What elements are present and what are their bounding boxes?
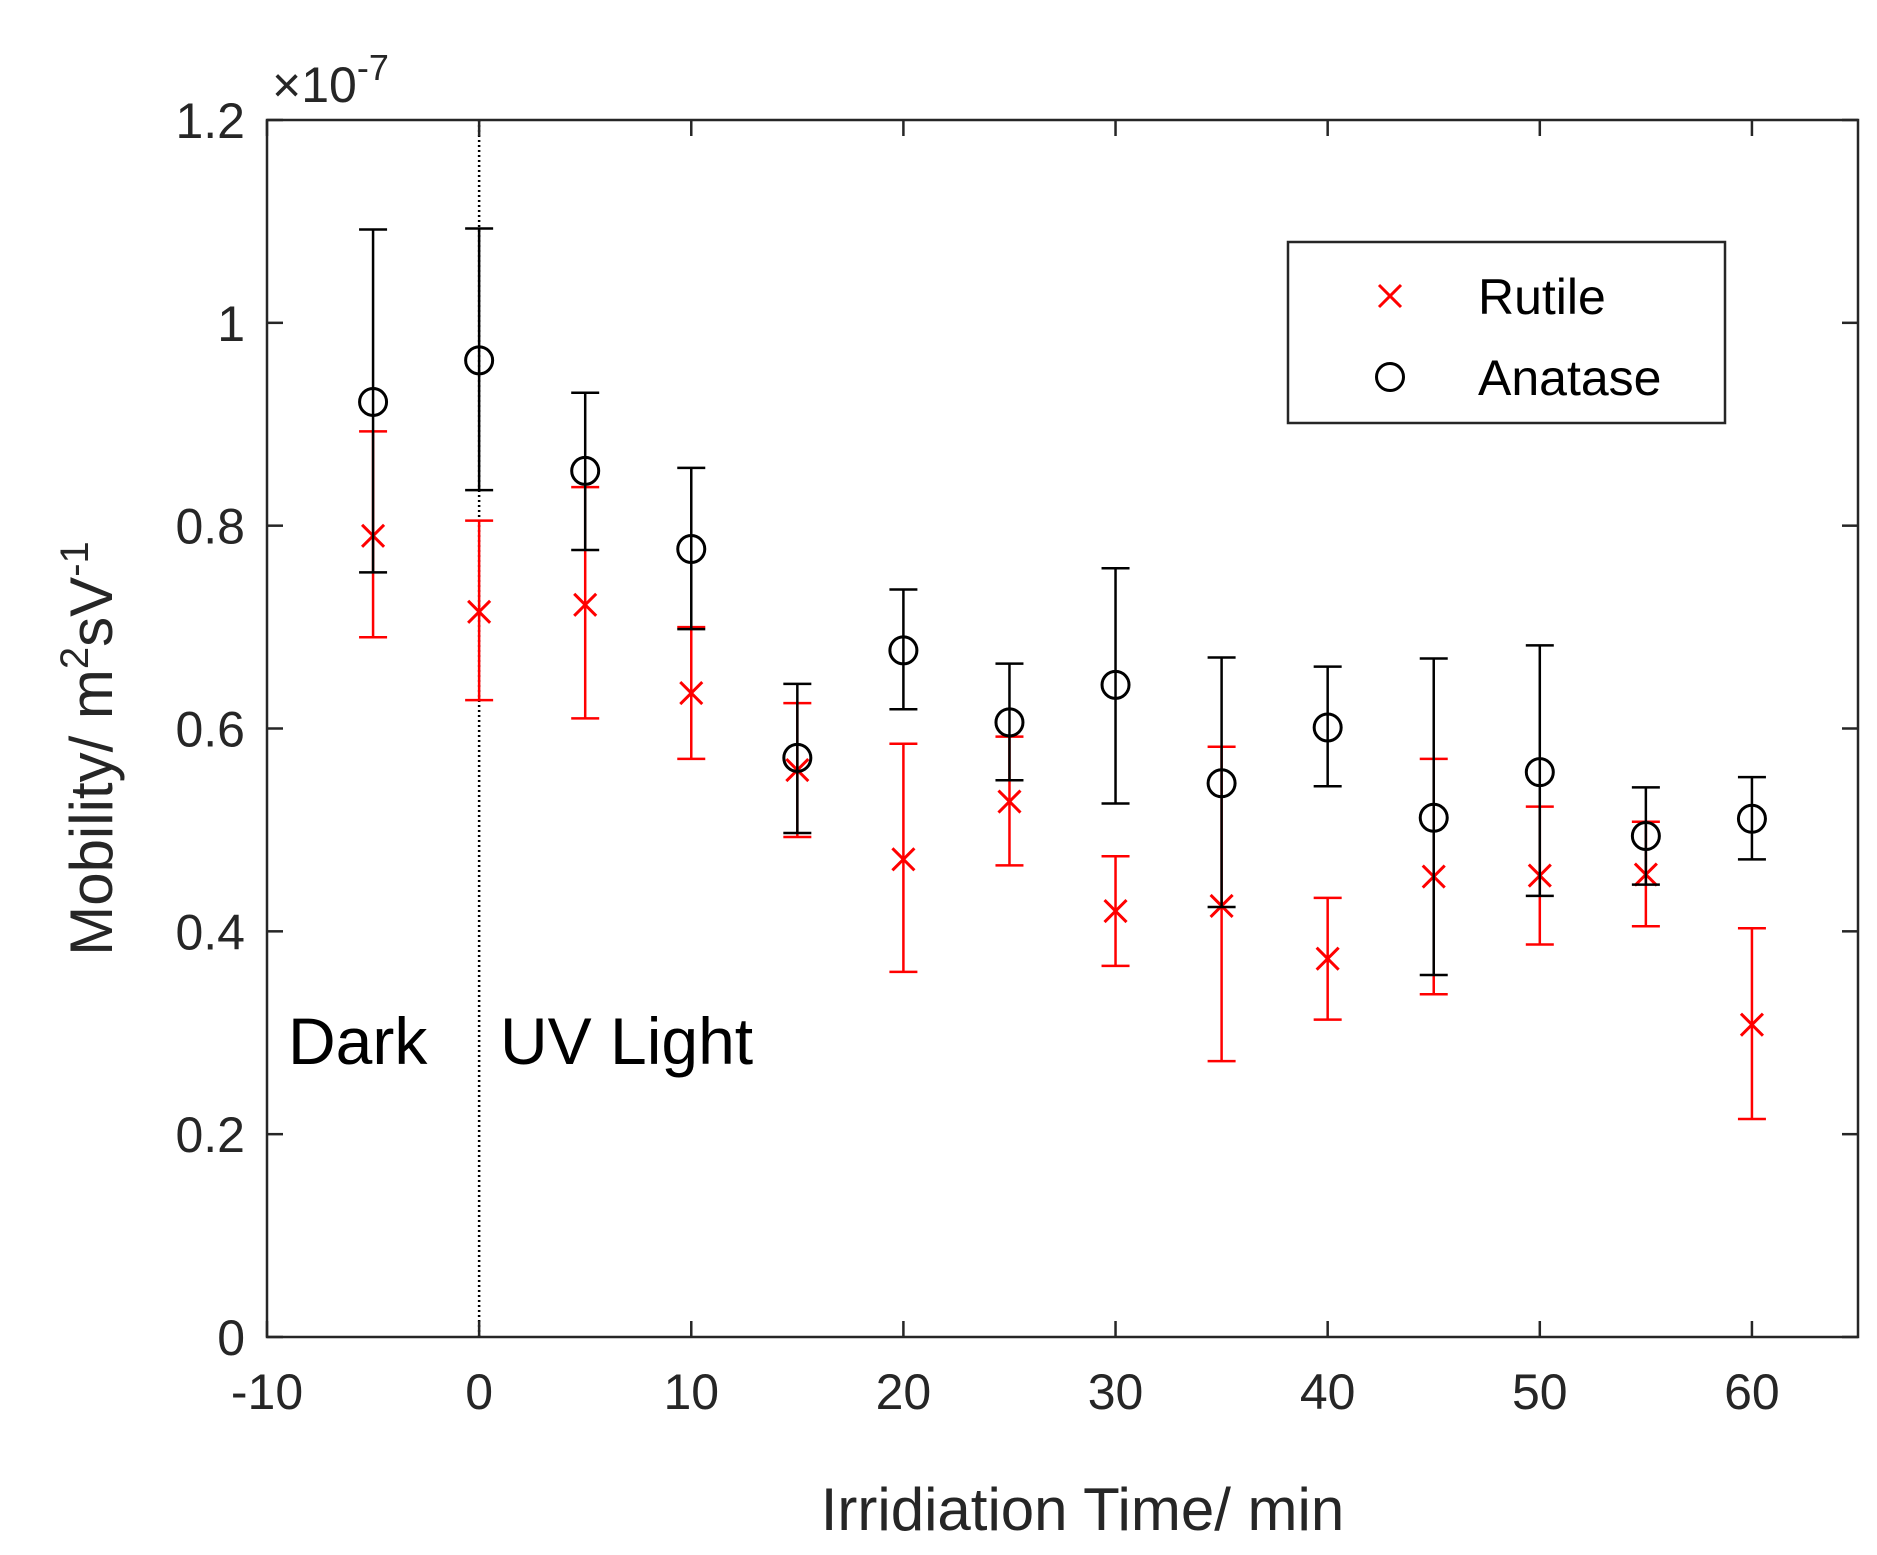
x-tick-label: -10 [231,1364,303,1420]
marker-x-stroke [1103,898,1128,924]
y-tick-label: 1.2 [175,93,245,149]
data-point-anatase [570,455,601,486]
x-tick-label: 60 [1724,1364,1780,1420]
x-tick-label: 0 [465,1364,493,1420]
data-point-anatase [1418,802,1449,833]
marker-x-stroke [467,599,492,624]
marker-x-stroke [1739,1012,1764,1037]
data-point-rutile [1315,946,1340,971]
y-exponent-power: -7 [357,47,389,88]
x-axis-title: Irridiation Time/ min [821,1476,1344,1543]
x-tick-label: 20 [876,1364,932,1420]
data-point-rutile [573,592,598,617]
y-axis-title-base: Mobility/ m [58,669,125,956]
y-axis-title-sup2: -1 [53,541,97,577]
data-point-anatase [1100,669,1131,700]
legend-label-rutile: Rutile [1478,269,1606,325]
data-point-anatase [888,635,919,666]
data-point-anatase [676,533,707,564]
x-tick-label: 50 [1512,1364,1568,1420]
legend-marker-shape [1377,283,1403,309]
data-point-anatase [1736,803,1767,834]
data-point-rutile [467,599,492,624]
x-tick-label: 10 [663,1364,719,1420]
marker-x-stroke [891,847,916,872]
legend-marker-anatase [1375,362,1405,392]
legend-marker-shape [1375,362,1405,392]
dark-annotation: Dark [288,1004,428,1078]
y-axis-title-sup1: 2 [53,647,97,669]
legend-marker-rutile [1377,283,1403,309]
data-point-anatase [1206,768,1237,799]
y-tick-label: 0 [217,1310,245,1366]
y-axis-title: Mobility/ m2sV-1 [53,541,125,956]
y-axis-title-mid: sV [58,577,125,647]
marker-x-stroke [679,680,704,706]
marker-x-stroke [573,592,598,617]
data-point-rutile [891,847,916,872]
legend-box [1286,240,1727,425]
y-tick-label: 0.6 [175,702,245,758]
x-tick-label: 30 [1088,1364,1144,1420]
data-point-rutile [1103,898,1128,924]
data-point-anatase [358,386,389,417]
x-tick-label: 40 [1300,1364,1356,1420]
plot-layer [358,120,1767,1337]
data-point-anatase [1524,757,1555,788]
marker-x-stroke [997,789,1022,814]
data-point-anatase [464,345,495,376]
data-point-anatase [994,707,1025,738]
data-point-anatase [1630,821,1661,852]
uv-light-annotation: UV Light [500,1004,753,1078]
legend: Rutile Anatase [1286,240,1727,425]
marker-x-stroke [1377,283,1403,309]
y-exponent-prefix: ×10 [272,57,357,113]
marker-x-stroke [1315,946,1340,971]
y-tick-label: 1 [217,296,245,352]
data-point-anatase [782,742,813,773]
y-exponent-label: ×10-7 [272,47,389,113]
y-tick-label: 0.8 [175,499,245,555]
series-anatase [358,227,1767,977]
y-tick-label: 0.2 [175,1107,245,1163]
data-point-anatase [1312,712,1343,743]
data-point-rutile [1739,1012,1764,1037]
y-tick-label: 0.4 [175,904,245,960]
legend-label-anatase: Anatase [1478,350,1661,406]
data-point-rutile [997,789,1022,814]
data-point-rutile [679,680,704,706]
